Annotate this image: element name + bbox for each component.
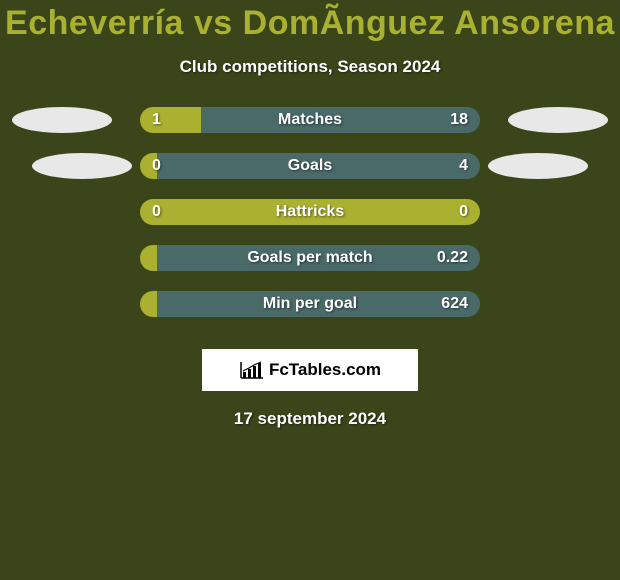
stat-label: Goals per match [140, 245, 480, 271]
team-ellipse-left [12, 107, 112, 133]
team-ellipse-right [508, 107, 608, 133]
stat-row: 0.22Goals per match [0, 245, 620, 291]
date-label: 17 september 2024 [0, 409, 620, 429]
stat-label: Hattricks [140, 199, 480, 225]
attribution-text: FcTables.com [269, 360, 381, 380]
stat-row: 00Hattricks [0, 199, 620, 245]
bar-chart-icon [239, 360, 265, 380]
attribution-inner: FcTables.com [239, 360, 381, 380]
stat-row: 04Goals [0, 153, 620, 199]
stat-label: Matches [140, 107, 480, 133]
team-ellipse-right [488, 153, 588, 179]
page-title: Echeverría vs DomÃ­nguez Ansorena [0, 0, 620, 43]
page-subtitle: Club competitions, Season 2024 [0, 57, 620, 77]
comparison-infographic: Echeverría vs DomÃ­nguez Ansorena Club c… [0, 0, 620, 580]
stat-row: 118Matches [0, 107, 620, 153]
stat-row: 624Min per goal [0, 291, 620, 337]
stat-label: Min per goal [140, 291, 480, 317]
team-ellipse-left [32, 153, 132, 179]
stat-rows: 118Matches04Goals00Hattricks0.22Goals pe… [0, 107, 620, 337]
stat-label: Goals [140, 153, 480, 179]
attribution-box: FcTables.com [202, 349, 418, 391]
